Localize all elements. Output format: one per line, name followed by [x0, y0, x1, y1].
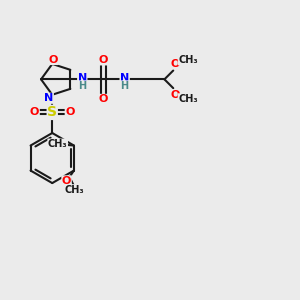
Text: N: N [44, 93, 53, 103]
Text: H: H [78, 81, 86, 91]
Text: O: O [171, 59, 180, 69]
Text: O: O [62, 176, 71, 186]
Text: O: O [30, 107, 39, 117]
Text: O: O [99, 55, 108, 65]
Text: N: N [78, 73, 87, 83]
Text: CH₃: CH₃ [48, 139, 68, 149]
Text: H: H [121, 81, 129, 91]
Text: CH₃: CH₃ [64, 185, 84, 195]
Text: CH₃: CH₃ [178, 55, 198, 65]
Text: S: S [47, 105, 57, 119]
Text: O: O [99, 94, 108, 104]
Text: CH₃: CH₃ [178, 94, 198, 104]
Text: O: O [171, 90, 180, 100]
Text: O: O [49, 55, 58, 64]
Text: N: N [120, 73, 129, 83]
Text: O: O [65, 107, 75, 117]
